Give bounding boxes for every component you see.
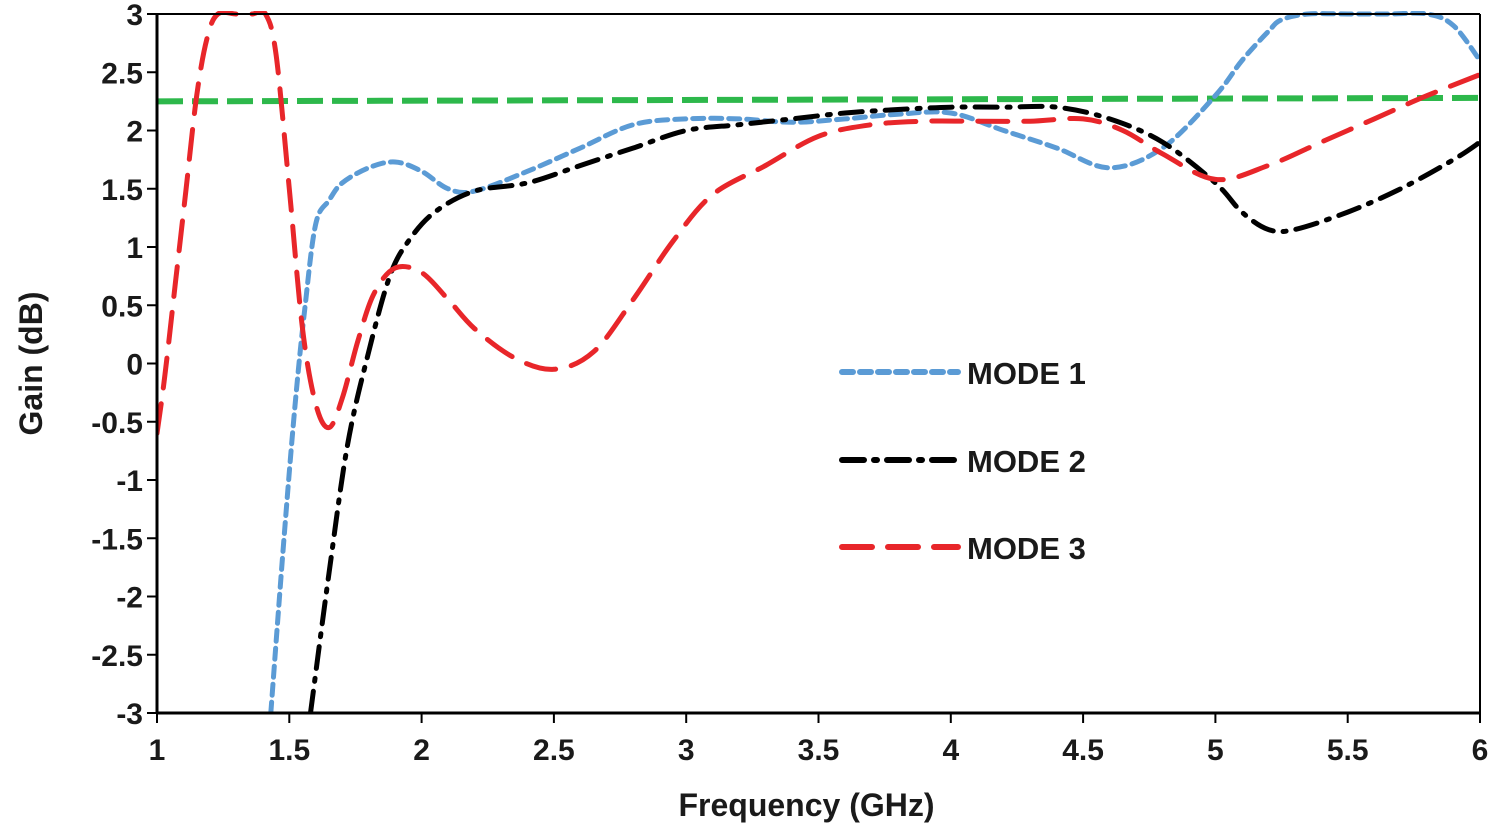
y-tick-label: 2.5: [101, 57, 143, 90]
legend-label-mode-2: MODE 2: [967, 444, 1086, 479]
x-tick-label: 5: [1207, 734, 1224, 767]
series-line-reference-level: [157, 94, 1480, 105]
y-tick-label: -1: [116, 465, 143, 498]
y-tick-label: -1.5: [91, 523, 143, 556]
y-tick-label: -3: [116, 698, 143, 731]
y-tick-label: 0.5: [101, 290, 143, 323]
y-tick-label: 1.5: [101, 174, 143, 207]
y-tick-label: -0.5: [91, 407, 143, 440]
plot-background: [157, 14, 1480, 713]
legend-label-mode-3: MODE 3: [967, 531, 1086, 566]
y-axis-title: Gain (dB): [13, 292, 49, 436]
x-axis-title: Frequency (GHz): [678, 787, 934, 823]
x-tick-label: 3.5: [798, 734, 840, 767]
series-line-mode-1: [268, 11, 1480, 713]
y-tick-label: 3: [126, 0, 143, 32]
legend: MODE 1 MODE 2 MODE 3: [839, 356, 1086, 566]
x-tick-label: 4: [942, 734, 959, 767]
tick-labels: 32.521.510.50-0.5-1-1.5-2-2.5-31 1.5 2 2.5 3…: [91, 0, 1488, 767]
y-tick-label: -2.5: [91, 640, 143, 673]
x-tick-label: 2.5: [533, 734, 575, 767]
x-tick-label: 1.5: [268, 734, 310, 767]
y-tick-label: -2: [116, 582, 143, 615]
y-tick-label: 0: [126, 349, 143, 382]
x-tick-label: 2: [413, 734, 430, 767]
y-tick-label: 2: [126, 116, 143, 149]
series-line-mode-2: [308, 103, 1480, 713]
x-tick-label: 4.5: [1062, 734, 1104, 767]
x-tick-label: 3: [678, 734, 695, 767]
y-tick-label: 1: [126, 232, 143, 265]
x-tick-label: 6: [1472, 734, 1489, 767]
plot-area: [157, 14, 1480, 713]
x-tick-label: 5.5: [1327, 734, 1369, 767]
x-tick-label: 1: [149, 734, 166, 767]
axes-layer: [147, 13, 1481, 723]
series-layer: [157, 11, 1480, 713]
legend-label-mode-1: MODE 1: [967, 356, 1086, 391]
